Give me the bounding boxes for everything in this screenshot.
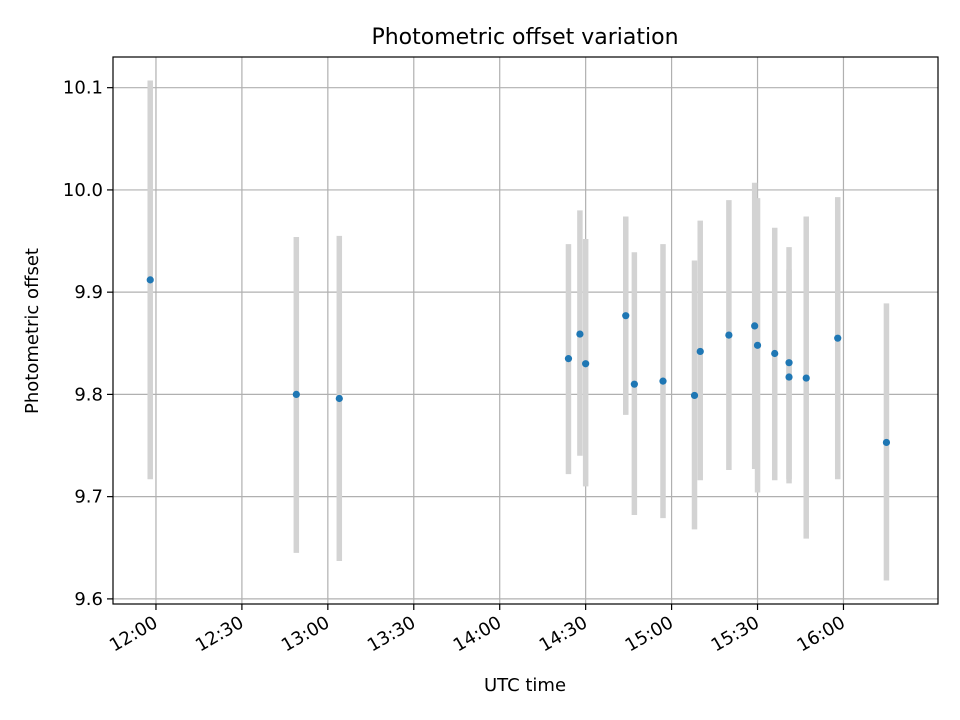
data-point xyxy=(696,347,704,356)
data-point xyxy=(834,334,842,342)
chart-title: Photometric offset variation xyxy=(371,25,678,50)
data-point xyxy=(785,359,793,367)
data-point xyxy=(622,312,630,320)
data-points xyxy=(146,276,891,447)
data-point xyxy=(292,390,300,399)
data-point xyxy=(582,360,590,368)
y-tick-label: 10.1 xyxy=(63,78,103,99)
plot-frame xyxy=(112,56,939,605)
data-point xyxy=(659,377,667,385)
y-tick-label: 10.0 xyxy=(63,180,103,201)
data-point xyxy=(785,373,793,381)
data-point xyxy=(753,341,762,349)
y-tick-label: 9.9 xyxy=(74,282,103,303)
data-point xyxy=(335,394,343,403)
data-point xyxy=(751,322,759,330)
y-axis-ticks: 9.6 9.7 9.8 9.9 10.0 10.1 xyxy=(63,78,113,610)
data-point xyxy=(564,355,573,363)
x-axis-label: UTC time xyxy=(484,675,566,696)
data-point xyxy=(146,276,154,284)
data-point xyxy=(771,349,779,358)
data-point xyxy=(690,391,699,400)
data-point xyxy=(576,330,584,338)
y-tick-label: 9.8 xyxy=(74,384,103,405)
y-tick-label: 9.6 xyxy=(74,589,103,610)
data-point xyxy=(630,380,638,388)
y-tick-label: 9.7 xyxy=(74,487,103,508)
data-point xyxy=(802,374,810,382)
y-axis-label: Photometric offset xyxy=(22,248,43,414)
data-point xyxy=(882,438,891,447)
data-point xyxy=(725,331,733,339)
